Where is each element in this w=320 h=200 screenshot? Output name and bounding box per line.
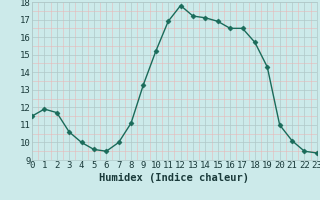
X-axis label: Humidex (Indice chaleur): Humidex (Indice chaleur) bbox=[100, 173, 249, 183]
